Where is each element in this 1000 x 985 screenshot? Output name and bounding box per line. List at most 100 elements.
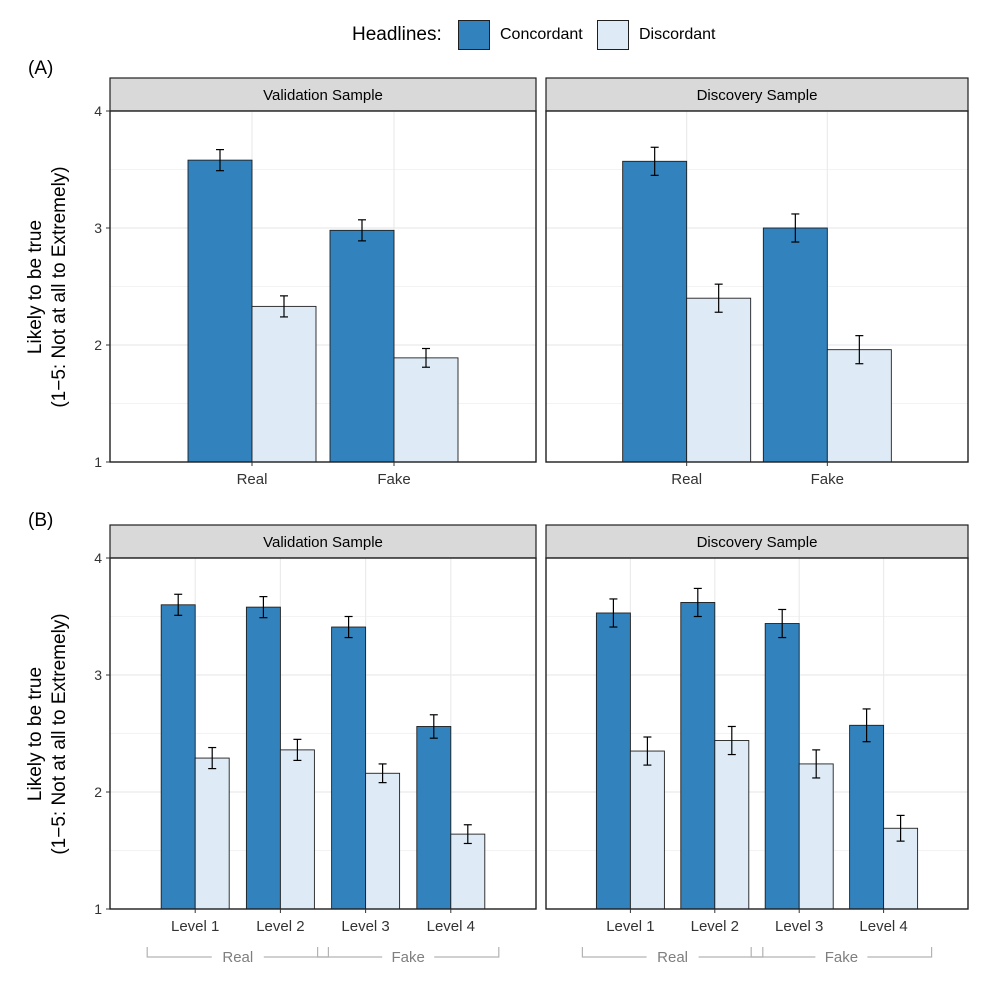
y-tick-label: 2 [94,784,102,800]
chart-panel: Validation Sample 1 2 3 4 Real Fake [94,77,537,488]
legend: Headlines: Concordant Discordant [0,18,1000,54]
group-bracket-line [750,947,933,958]
bar-discordant [798,763,834,910]
panel-label-a: (A) [28,58,54,79]
panel-border [545,557,969,910]
panel-border [109,110,537,463]
bar-concordant [329,229,395,463]
bar-discordant [629,750,665,910]
bar-discordant [686,297,752,463]
panel-label-b: (B) [28,510,54,531]
error-bar [609,598,618,628]
panel-strip [545,524,969,559]
chart-panel: Discovery Sample Real Fake [545,77,969,488]
panel-border [545,110,969,463]
error-bar [855,335,864,365]
error-bar [812,749,821,779]
error-bar [791,213,800,243]
bar-concordant [622,160,688,463]
group-bracket-line [317,947,500,958]
group-bracket: Real [581,947,764,966]
error-bar [429,714,438,739]
bar-discordant [251,305,317,463]
bar-concordant [595,612,631,910]
y-tick-label: 2 [94,337,102,353]
group-bracket-label: Fake [392,949,425,966]
legend-swatch-concordant [458,20,490,50]
panel-title: Discovery Sample [697,534,818,551]
y-tick-label: 4 [94,550,102,566]
error-bar [778,608,787,639]
legend-swatch-discordant [597,20,629,50]
bar-discordant [194,757,230,910]
group-bracket: Fake [750,947,933,966]
x-tick-label: Level 2 [256,918,304,935]
error-bar [358,219,366,242]
bar-discordant [393,357,459,463]
bar-concordant [764,623,800,910]
x-tick-label: Level 4 [859,918,907,935]
error-bar [208,746,217,770]
group-bracket: Real [146,947,329,966]
error-bar [643,736,652,766]
bar-concordant [187,159,253,463]
error-bar [896,814,905,842]
bar-discordant [365,772,401,910]
x-tick-label: Real [671,471,702,488]
bar-discordant [826,349,892,463]
error-bar [259,596,268,619]
error-bar [280,295,288,318]
error-bar [463,824,472,845]
error-bar [378,763,387,784]
panel-border [109,557,537,910]
x-tick-label: Level 1 [171,918,219,935]
x-tick-label: Fake [811,471,844,488]
y-tick-label: 4 [94,103,102,119]
error-bar [174,593,183,616]
panel-title: Validation Sample [263,87,383,104]
bar-concordant [245,606,281,910]
x-tick-label: Level 3 [775,918,823,935]
x-tick-label: Real [237,471,268,488]
bar-concordant [762,227,828,463]
error-bar [216,149,224,172]
error-bar [344,615,353,639]
x-tick-label: Fake [377,471,410,488]
y-tick-label: 3 [94,667,102,683]
group-bracket-label: Fake [825,949,858,966]
legend-label-discordant: Discordant [639,26,716,43]
group-bracket-label: Real [657,949,688,966]
error-bar [422,347,430,368]
error-bar [714,283,723,313]
panel-title: Validation Sample [263,534,383,551]
y-tick-label: 1 [94,901,102,917]
x-tick-label: Level 2 [691,918,739,935]
chart-panel: Discovery Sample Level 1 Level 2 Level 3 Lev… [545,524,969,966]
error-bar [693,587,702,618]
x-tick-label: Level 1 [606,918,654,935]
panel-title: Discovery Sample [697,87,818,104]
y-tick-label: 1 [94,454,102,470]
legend-title: Headlines: [352,24,442,45]
bar-concordant [849,724,885,910]
bar-concordant [416,726,452,910]
bar-discordant [279,749,315,910]
panel-strip [109,524,537,559]
bar-concordant [160,604,196,910]
y-tick-label: 3 [94,220,102,236]
legend-label-concordant: Concordant [500,26,583,43]
bar-discordant [450,833,486,910]
chart-panel: Validation Sample 1 2 3 4 Level 1 Level 2 Level… [94,524,537,966]
error-bar [862,708,871,743]
bar-concordant [331,626,367,910]
bar-discordant [714,740,750,910]
panel-strip [109,77,537,112]
group-bracket-label: Real [222,949,253,966]
error-bar [650,146,659,176]
x-tick-label: Level 3 [341,918,389,935]
panel-strip [545,77,969,112]
error-bar [293,738,302,762]
error-bar [727,725,736,756]
bar-concordant [680,602,716,910]
